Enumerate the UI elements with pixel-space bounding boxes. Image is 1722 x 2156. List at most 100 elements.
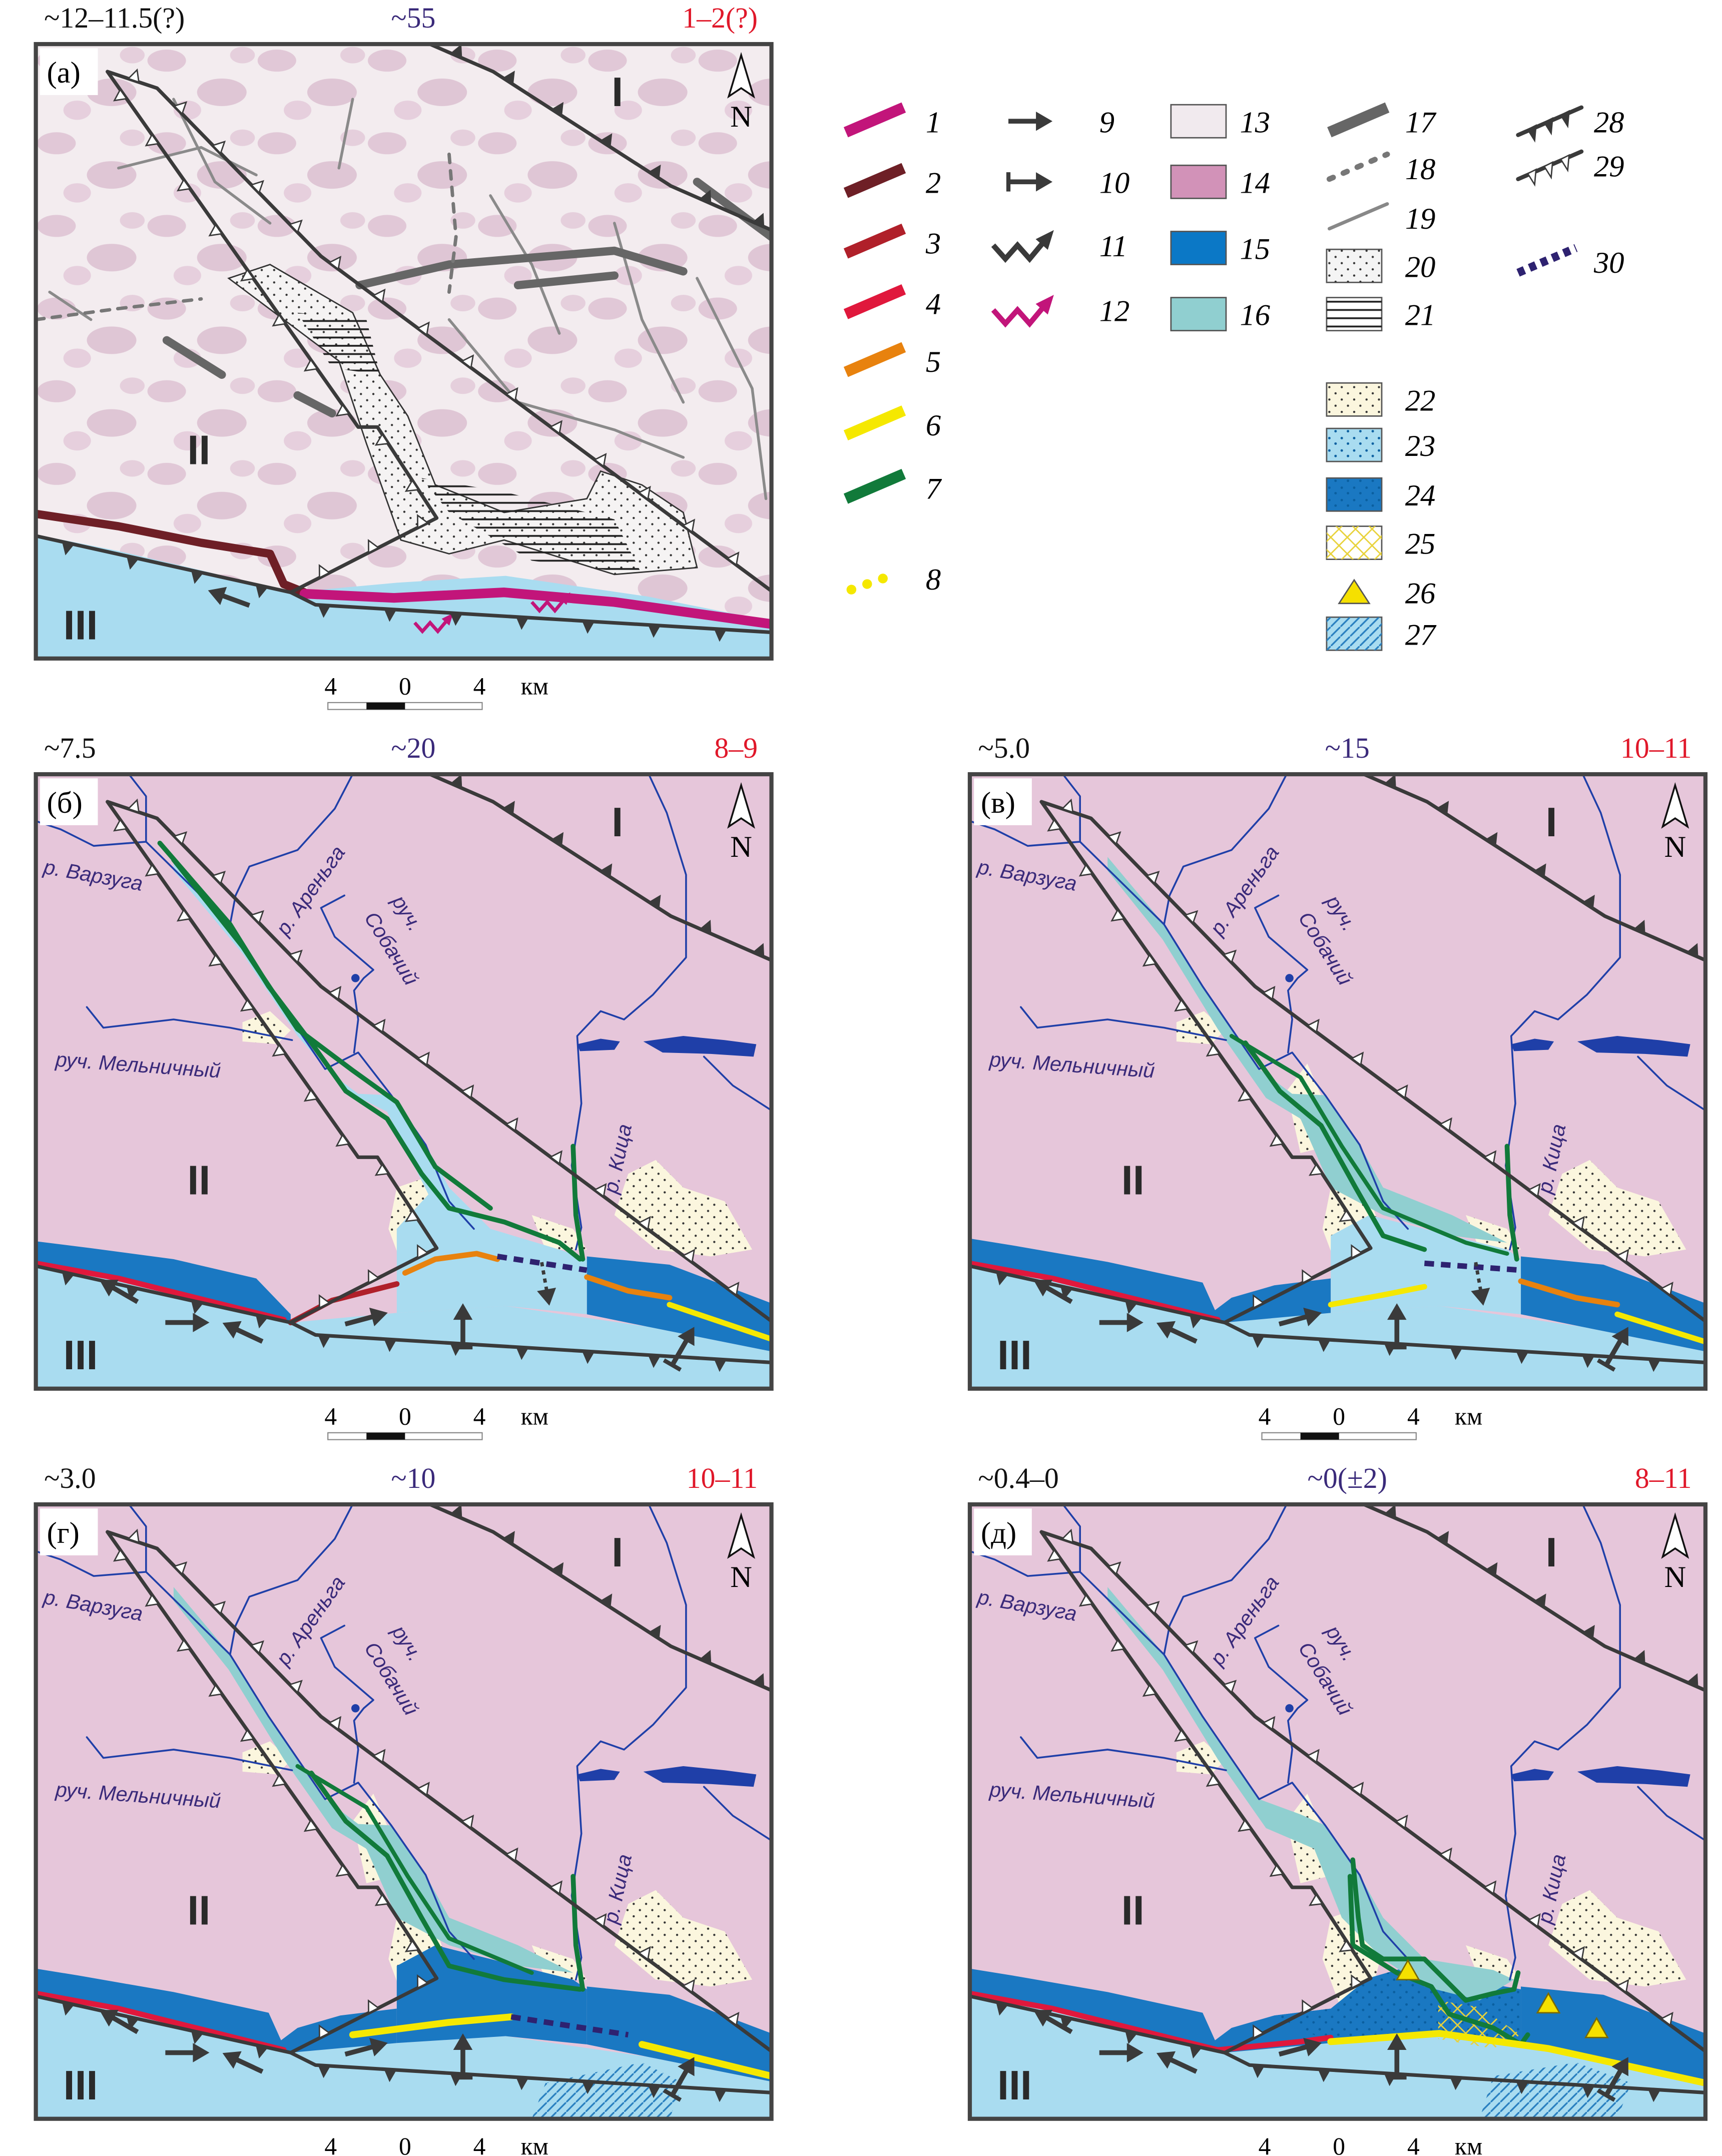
fault-tooth-icon [1253,2024,1265,2039]
north-arrow [727,782,755,829]
panel-letter-bg [40,48,98,95]
fault-tooth-icon [328,1716,342,1731]
panel-frame [967,772,1708,1391]
deep-sea-band [969,1968,1331,2053]
arrow-shaft [220,593,251,608]
shoreline-6 [1328,1284,1427,1308]
fault-tooth-icon [208,223,223,237]
fault-tooth-icon [191,1300,204,1314]
fault-tooth-icon [303,1819,319,1832]
fault-tooth-icon [1184,910,1199,924]
thrust-fault [969,1264,1705,1365]
fault-tooth-icon [1061,1528,1074,1543]
fault-tooth-icon [126,1285,140,1300]
fault-tooth-icon [599,1593,613,1608]
thrust-fault [36,1994,772,2094]
fault-tooth-icon [1484,832,1498,847]
dotted-arrow-icon [537,1262,556,1306]
fault-tooth-icon [593,1913,607,1928]
shoreline-7 [171,857,493,1211]
bar-arrow-icon [1596,2057,1628,2102]
fault-tooth-icon [1309,1893,1324,1906]
marker-26-icon [1536,1992,1561,2014]
panel-header: ~12–11.5(?) ~55 1–2(?) [44,2,758,34]
legend-tooth-icon [1559,110,1570,129]
fault-tooth-icon [176,178,192,192]
lake-area [643,1036,757,1057]
fault-tooth-icon [404,1209,420,1222]
shoreline-4 [36,1260,287,1323]
scale-label: 4 [1407,1402,1420,1430]
fault-tooth-icon [335,1134,350,1147]
sand-dots [531,1215,587,1250]
fault-tooth-icon [417,1244,429,1259]
bar-arrow-icon [663,1327,695,1372]
arrow-head [1036,111,1053,131]
fault-tooth-icon [1582,894,1595,910]
fault-tooth-icon [1633,1650,1645,1665]
legend-number: 3 [925,227,941,260]
lake-area [577,1038,620,1051]
fault-tooth-icon [1206,1774,1221,1787]
fault-tooth-icon [317,604,331,618]
fault-tooth-icon [1633,919,1645,935]
legend-triangle-icon [1338,579,1371,605]
fault-tooth-icon [648,2084,661,2098]
arrow-head [1156,2051,1176,2069]
fault-tooth-icon [250,1640,264,1655]
fault-tooth-icon [288,219,303,234]
fault-tooth-icon [1383,1342,1397,1356]
fault-tooth-icon [1107,831,1121,846]
fault-tooth-icon [714,628,727,642]
header-age: ~7.5 [44,732,96,764]
arrow-shaft [670,1337,690,1366]
fault-tooth-icon [173,831,188,846]
north-arrow [727,1512,755,1559]
scale-unit: км [521,672,548,700]
shoreline-7 [1229,1033,1509,1256]
north-arrow-icon: N [727,52,755,134]
fault-tooth-icon [374,1893,390,1906]
legend-number: 15 [1240,233,1270,266]
north-arrow [1661,1512,1689,1559]
region-II: II [1121,1158,1144,1204]
fault-tooth-icon [449,2072,463,2086]
minor-fault-line [696,277,768,500]
fault-tooth-icon [1339,1939,1354,1952]
fault-tooth-icon [699,919,712,935]
legend-item-22: 22 [1326,382,1436,417]
legend-dots-icon [846,568,903,595]
fault-tooth-icon [515,616,529,630]
legend-tooth-icon [1526,168,1537,187]
legend-item-10: 10 [1006,166,1129,200]
fault-tooth-icon [502,801,515,816]
spring-icon [1285,974,1294,982]
fault-tooth-icon [1302,1269,1314,1284]
lake-area [577,1769,620,1782]
fault-tooth-icon [505,1117,518,1132]
fault-tooth-icon [1189,1314,1203,1329]
fault-tooth-icon [582,620,595,634]
zigzag-arrow-icon [991,295,1054,328]
fault-tooth-icon [367,538,380,554]
legend-item-27: 27 [1326,616,1437,652]
fault-tooth-icon [1351,1244,1363,1259]
legend-number: 22 [1405,384,1436,417]
arrow-icon [208,587,251,608]
fault-tooth-icon [1174,1729,1189,1742]
legend-item-9: 9 [1008,106,1114,139]
arrow-head [369,1307,388,1327]
fault-tooth-icon [1124,1300,1138,1314]
sand-dots [614,1890,753,1987]
scale-bar-segment [366,702,405,710]
submarine-area [531,2062,684,2119]
legend-number: 25 [1405,527,1436,561]
scale-label: 4 [1259,2132,1271,2156]
panel-letter: (б) [47,786,83,820]
arrow-bar [1596,1358,1616,1372]
river-line [145,1571,475,1960]
legend-item-2: 2 [843,163,941,200]
lake-area [1511,1038,1554,1051]
